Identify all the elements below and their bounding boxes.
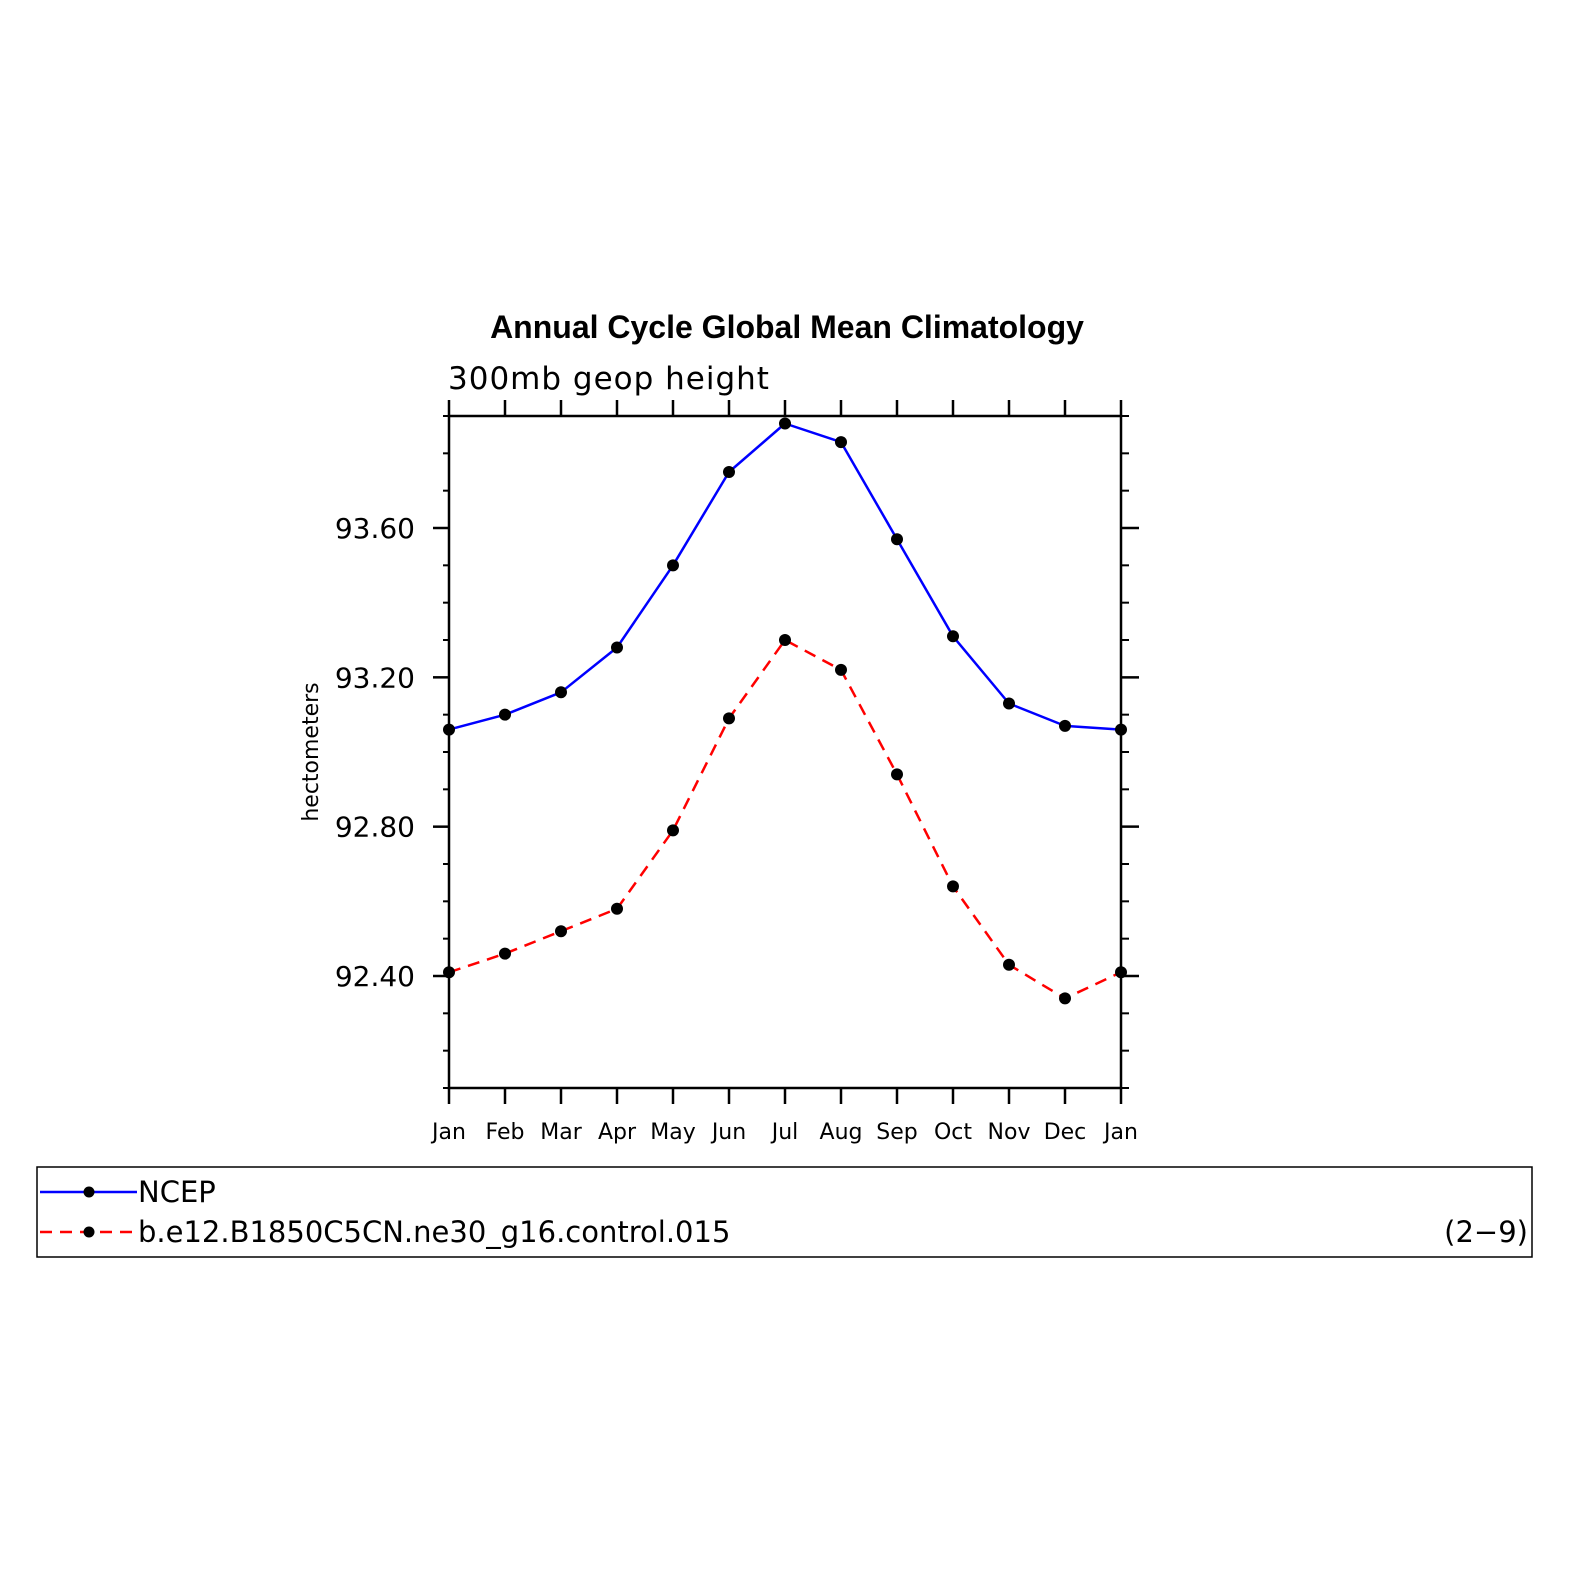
legend-marker-model xyxy=(83,1226,95,1238)
tick-labels: Jan Feb Mar Apr May Jun Jul Aug Sep Oct Nov Dec Jan 9… xyxy=(335,512,1138,1145)
data-point-1 xyxy=(723,712,735,725)
chart-subtitle: 300mb geop height xyxy=(448,361,770,397)
legend-label-model: b.e12.B1850C5CN.ne30_g16.control.015 xyxy=(138,1215,730,1249)
plot-frame xyxy=(447,414,1123,1090)
data-point-0 xyxy=(779,417,791,430)
x-tick-label: Dec xyxy=(1044,1120,1087,1145)
data-point-0 xyxy=(835,436,847,449)
legend-marker-ncep xyxy=(83,1186,95,1198)
data-point-0 xyxy=(555,686,567,699)
data-point-1 xyxy=(1059,992,1071,1005)
y-tick-label: 92.80 xyxy=(335,811,415,844)
data-point-0 xyxy=(1003,697,1015,710)
x-tick-label: Apr xyxy=(598,1120,637,1145)
legend-box xyxy=(36,1166,1533,1258)
legend-note: (2−9) xyxy=(1444,1215,1528,1249)
x-tick-label: Aug xyxy=(820,1120,863,1145)
data-point-1 xyxy=(555,925,567,938)
data-point-1 xyxy=(499,947,511,960)
y-tick-label: 93.60 xyxy=(335,512,415,545)
legend-entry-ncep: NCEP xyxy=(40,1175,216,1209)
x-tick-label: Jan xyxy=(1102,1120,1138,1145)
data-point-1 xyxy=(667,824,679,837)
data-point-0 xyxy=(947,630,959,643)
x-tick-label: Jun xyxy=(710,1120,746,1145)
axis-ticks xyxy=(433,400,1139,1104)
x-tick-label: Oct xyxy=(934,1120,972,1145)
data-point-1 xyxy=(1003,958,1015,971)
x-tick-label: Mar xyxy=(540,1120,582,1145)
data-point-1 xyxy=(779,634,791,646)
x-tick-label: Jul xyxy=(770,1120,799,1145)
x-tick-label: Nov xyxy=(988,1120,1031,1145)
y-tick-label: 92.40 xyxy=(335,960,415,993)
data-point-0 xyxy=(667,559,679,572)
y-tick-label: 93.20 xyxy=(335,661,415,694)
y-axis-label: hectometers xyxy=(299,682,324,821)
data-point-0 xyxy=(611,641,623,654)
data-point-1 xyxy=(835,663,847,676)
legend-entry-model: b.e12.B1850C5CN.ne30_g16.control.015 xyxy=(40,1215,730,1249)
x-tick-label: May xyxy=(650,1120,695,1145)
data-point-0 xyxy=(723,466,735,478)
x-tick-label: Feb xyxy=(486,1120,525,1145)
series-line-1 xyxy=(448,638,1122,1000)
data-point-1 xyxy=(947,880,959,893)
x-tick-label: Sep xyxy=(876,1120,917,1145)
data-point-0 xyxy=(891,533,903,546)
chart-title: Annual Cycle Global Mean Climatology xyxy=(490,309,1084,345)
series-line-0 xyxy=(448,422,1122,731)
x-tick-label: Jan xyxy=(430,1120,466,1145)
series-lines xyxy=(448,422,1122,1000)
data-point-0 xyxy=(1059,719,1071,732)
data-point-1 xyxy=(891,768,903,781)
data-point-0 xyxy=(499,708,511,721)
legend-label-ncep: NCEP xyxy=(138,1175,216,1209)
data-point-1 xyxy=(611,902,623,915)
